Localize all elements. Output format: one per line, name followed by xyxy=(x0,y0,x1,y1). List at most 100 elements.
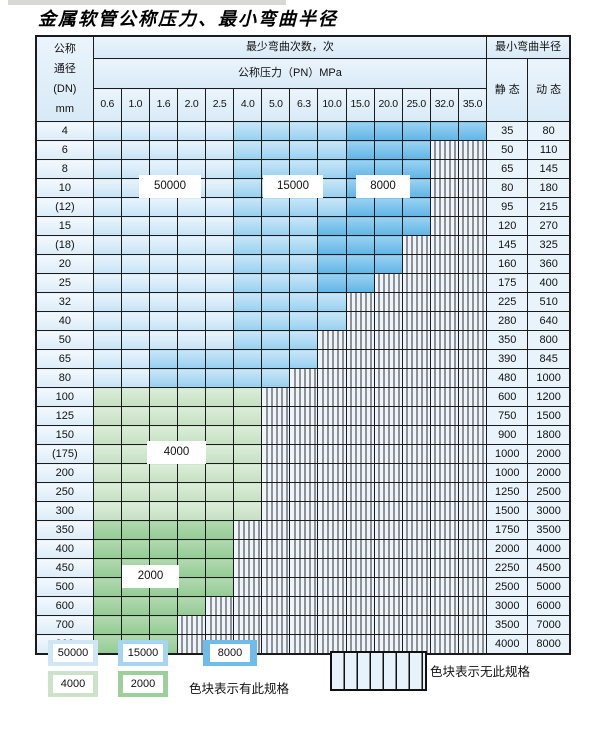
cell-no-spec xyxy=(401,596,431,616)
cell-15000 xyxy=(317,140,347,160)
cell-8000 xyxy=(345,273,375,293)
cell-no-spec xyxy=(289,463,319,483)
cell-no-spec xyxy=(429,558,459,578)
cell-no-spec xyxy=(429,292,459,312)
cell-4000 xyxy=(233,444,263,464)
cell-no-spec xyxy=(429,425,459,445)
table-row: 400 2000 4000 xyxy=(35,539,571,559)
cell-no-spec xyxy=(457,425,488,445)
cell-no-spec xyxy=(261,634,291,655)
cell-15000 xyxy=(233,254,263,274)
cell-15000 xyxy=(261,311,291,331)
cell-15000 xyxy=(289,349,319,369)
table-row: (175) 1000 2000 xyxy=(35,444,571,464)
static-radius-cell: 280 xyxy=(486,311,529,331)
dn-cell: 500 xyxy=(35,577,94,597)
cell-no-spec xyxy=(261,463,291,483)
cell-50000 xyxy=(92,178,122,198)
static-radius-cell: 1000 xyxy=(486,444,529,464)
cell-50000 xyxy=(176,197,207,217)
dn-cell: 200 xyxy=(35,463,94,483)
cell-no-spec xyxy=(457,596,488,616)
cell-no-spec xyxy=(457,501,488,521)
cell-no-spec xyxy=(205,615,235,635)
cell-15000 xyxy=(176,349,207,369)
cell-15000 xyxy=(289,235,319,255)
cell-8000 xyxy=(429,121,459,141)
bend-times-label-2000: 2000 xyxy=(123,566,178,587)
cell-no-spec xyxy=(401,558,431,578)
cell-no-spec xyxy=(317,482,347,502)
cell-8000 xyxy=(317,235,347,255)
cell-no-spec xyxy=(261,558,291,578)
cell-no-spec xyxy=(261,596,291,616)
cell-no-spec xyxy=(429,615,459,635)
cell-no-spec xyxy=(233,520,263,540)
cell-4000 xyxy=(176,501,207,521)
cell-15000 xyxy=(261,197,291,217)
table-row: 600 3000 6000 xyxy=(35,596,571,616)
cell-4000 xyxy=(205,406,235,426)
cell-50000 xyxy=(176,254,207,274)
cell-50000 xyxy=(120,121,150,141)
cell-4000 xyxy=(205,444,235,464)
dynamic-radius-cell: 1000 xyxy=(527,368,571,388)
cell-15000 xyxy=(289,121,319,141)
cell-no-spec xyxy=(457,311,488,331)
cell-15000 xyxy=(289,197,319,217)
dynamic-radius-cell: 360 xyxy=(527,254,571,274)
cell-8000 xyxy=(317,254,347,274)
cell-no-spec xyxy=(457,634,488,655)
cell-2000 xyxy=(92,558,122,578)
cell-no-spec xyxy=(317,615,347,635)
min-bend-radius-header: 最小弯曲半径 xyxy=(486,35,571,59)
cell-no-spec xyxy=(261,539,291,559)
bend-times-header: 最少弯曲次数，次 xyxy=(92,35,488,59)
bend-times-label-8000: 8000 xyxy=(357,176,409,197)
dn-cell: 250 xyxy=(35,482,94,502)
static-radius-cell: 1250 xyxy=(486,482,529,502)
cell-no-spec xyxy=(457,539,488,559)
cell-no-spec xyxy=(373,520,403,540)
cell-15000 xyxy=(233,178,263,198)
cell-no-spec xyxy=(373,463,403,483)
cell-no-spec xyxy=(457,292,488,312)
table-row: 200 1000 2000 xyxy=(35,463,571,483)
dn-cell: 80 xyxy=(35,368,94,388)
cell-8000 xyxy=(345,254,375,274)
cell-no-spec xyxy=(429,311,459,331)
cell-8000 xyxy=(401,197,431,217)
cell-15000 xyxy=(233,330,263,350)
cell-4000 xyxy=(120,463,150,483)
cell-no-spec xyxy=(373,558,403,578)
cell-4000 xyxy=(92,501,122,521)
table-row: 300 1500 3000 xyxy=(35,501,571,521)
cell-2000 xyxy=(92,596,122,616)
dynamic-radius-cell: 800 xyxy=(527,330,571,350)
table-row: 250 1250 2500 xyxy=(35,482,571,502)
cell-4000 xyxy=(148,463,178,483)
legend-has-spec-text: 色块表示有此规格 xyxy=(189,682,290,696)
cell-no-spec xyxy=(317,349,347,369)
cell-no-spec xyxy=(457,463,488,483)
cell-8000 xyxy=(401,216,431,236)
cell-2000 xyxy=(176,520,207,540)
cell-50000 xyxy=(120,235,150,255)
cell-no-spec xyxy=(401,539,431,559)
static-radius-cell: 2250 xyxy=(486,558,529,578)
cell-no-spec xyxy=(401,615,431,635)
static-radius-cell: 4000 xyxy=(486,634,529,655)
cell-2000 xyxy=(176,558,207,578)
cell-no-spec xyxy=(401,444,431,464)
dn-cell: 32 xyxy=(35,292,94,312)
dn-cell: 50 xyxy=(35,330,94,350)
cell-no-spec xyxy=(457,235,488,255)
cell-no-spec xyxy=(233,634,263,655)
cell-2000 xyxy=(148,596,178,616)
cell-50000 xyxy=(92,311,122,331)
cell-50000 xyxy=(148,159,178,179)
dynamic-radius-cell: 6000 xyxy=(527,596,571,616)
cell-no-spec xyxy=(317,539,347,559)
cell-no-spec xyxy=(233,558,263,578)
cell-no-spec xyxy=(429,197,459,217)
